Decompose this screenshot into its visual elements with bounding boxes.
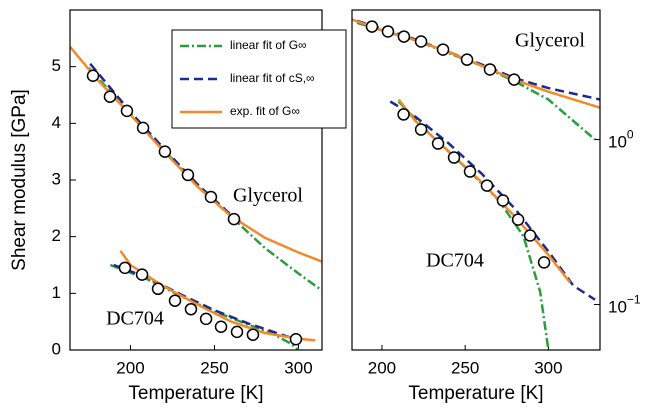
- annotation: DC704: [426, 250, 484, 272]
- data-point: [289, 332, 303, 346]
- data-point: [227, 212, 241, 226]
- y-tick-label: 100: [608, 128, 634, 152]
- data-point: [136, 121, 150, 135]
- x-axis-label: Temperature [K]: [408, 383, 543, 404]
- data-point: [381, 25, 395, 38]
- data-point: [181, 168, 195, 182]
- y-tick-label: 5: [52, 56, 61, 75]
- x-tick-label: 300: [534, 358, 562, 377]
- data-point: [414, 123, 428, 136]
- legend-label: linear fit of G∞: [230, 38, 307, 52]
- y-tick-label: 10−1: [608, 293, 641, 317]
- plot-series: [352, 18, 600, 350]
- data-point: [463, 165, 477, 178]
- data-point: [397, 30, 411, 43]
- data-point: [120, 104, 134, 118]
- data-point: [523, 229, 537, 242]
- legend-label: linear fit of cS,∞: [230, 71, 315, 85]
- x-tick-label: 200: [368, 358, 396, 377]
- data-point: [460, 53, 474, 66]
- data-point: [168, 294, 182, 307]
- x-tick-label: 200: [116, 358, 144, 377]
- annotation: Glycerol: [233, 185, 303, 207]
- data-point: [184, 302, 198, 316]
- data-point: [511, 213, 525, 226]
- plot-series: [70, 46, 322, 350]
- data-point: [447, 151, 461, 164]
- legend: linear fit of G∞ linear fit of cS,∞ exp. f…: [171, 29, 347, 129]
- x-tick-label: 250: [451, 358, 479, 377]
- data-point: [214, 320, 228, 334]
- y-tick-label: 3: [52, 169, 61, 188]
- axes-frame: [69, 9, 323, 351]
- data-point: [365, 20, 379, 33]
- data-point: [230, 325, 244, 339]
- legend-label: exp. fit of G∞: [230, 104, 300, 118]
- data-point: [496, 194, 510, 207]
- data-point: [151, 282, 165, 296]
- data-point: [431, 137, 445, 150]
- data-point: [246, 328, 260, 341]
- annotation: Glycerol: [515, 30, 585, 52]
- data-point: [436, 43, 450, 56]
- plot-area: [352, 10, 600, 350]
- data-point: [480, 179, 494, 192]
- data-point: [86, 69, 100, 82]
- y-tick-label: 2: [52, 226, 61, 245]
- y-tick-label: 4: [52, 113, 61, 132]
- data-point: [507, 73, 521, 86]
- data-point: [537, 256, 551, 269]
- axes-frame: [351, 9, 601, 351]
- annotation: DC704: [106, 308, 164, 330]
- y-tick-label: 0: [52, 339, 61, 358]
- x-tick-label: 300: [284, 358, 312, 377]
- x-tick-label: 250: [200, 358, 228, 377]
- data-point: [199, 312, 213, 326]
- y-tick-label: 1: [52, 283, 61, 302]
- data-point: [204, 190, 218, 204]
- data-point: [135, 268, 149, 281]
- y-axis-label: Shear modulus [GPa]: [9, 89, 30, 271]
- data-point: [158, 145, 172, 158]
- data-point: [103, 90, 117, 103]
- data-point: [414, 35, 428, 48]
- data-point: [118, 261, 132, 275]
- data-point: [397, 108, 410, 121]
- data-point: [483, 63, 497, 76]
- x-axis-label: Temperature [K]: [128, 383, 263, 404]
- fit-line: [356, 21, 596, 141]
